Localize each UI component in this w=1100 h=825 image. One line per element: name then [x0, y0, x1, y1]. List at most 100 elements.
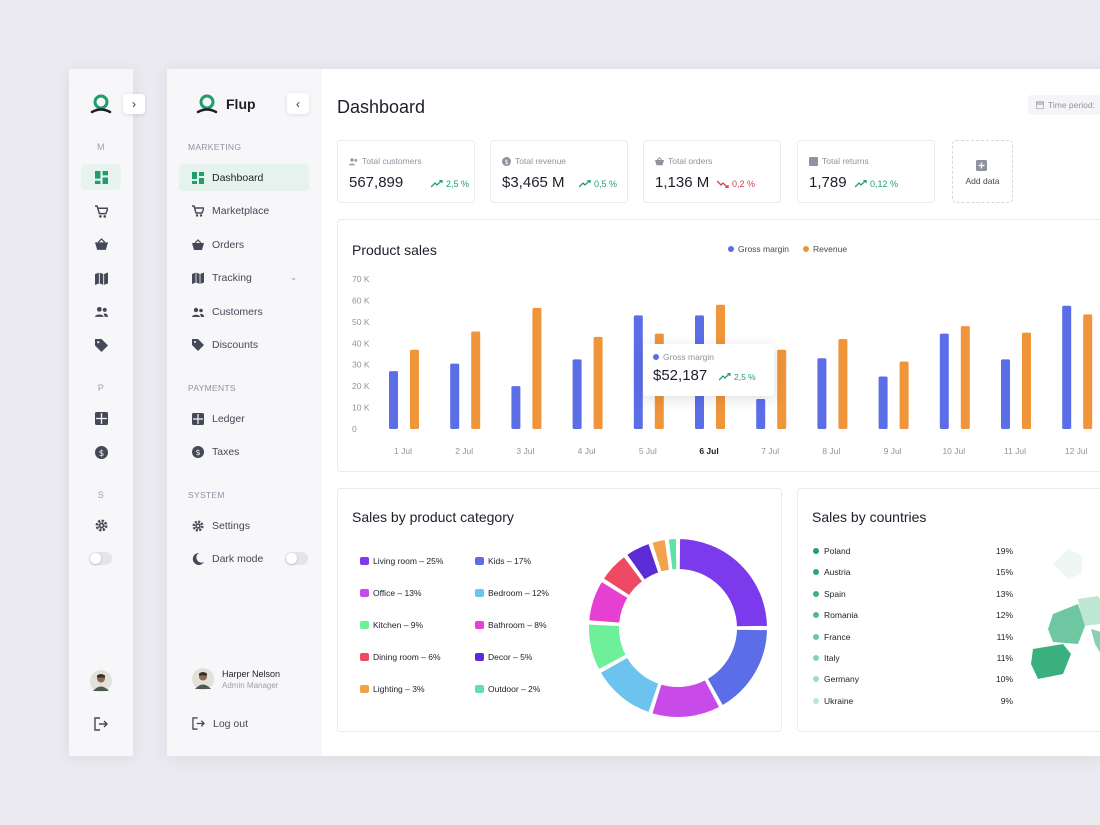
bar-revenue[interactable]: [410, 349, 419, 429]
category-legend-item[interactable]: Bathroom – 8%: [475, 620, 547, 630]
sidebar-item-discounts[interactable]: Discounts: [179, 331, 309, 358]
tooltip-value: $52,187: [653, 367, 708, 384]
legend-item-revenue[interactable]: Revenue: [803, 244, 847, 254]
bar-revenue[interactable]: [777, 349, 787, 429]
sidebar-item-settings[interactable]: Settings: [179, 512, 309, 539]
donut-slice[interactable]: [625, 541, 661, 582]
bar-gross-margin[interactable]: [1062, 305, 1072, 429]
bar-revenue[interactable]: [899, 361, 909, 430]
bar-revenue[interactable]: [1022, 332, 1031, 429]
donut-slice[interactable]: [601, 554, 645, 598]
bar-gross-margin[interactable]: [511, 386, 521, 429]
category-legend-item[interactable]: Office – 13%: [360, 588, 422, 598]
bar-gross-margin[interactable]: [756, 399, 766, 429]
mini-item-tracking[interactable]: [81, 265, 121, 291]
category-label: Lighting – 3%: [373, 684, 425, 694]
category-legend-item[interactable]: Decor – 5%: [475, 652, 532, 662]
category-icon: [475, 653, 484, 661]
country-row[interactable]: Ukraine 9%: [813, 691, 1013, 711]
kpi-card-orders[interactable]: Total orders 1,136 M 0,2 %: [643, 140, 781, 203]
bar-revenue[interactable]: [960, 326, 970, 429]
logout-icon[interactable]: [94, 717, 108, 731]
donut-slice[interactable]: [650, 678, 722, 719]
avatar[interactable]: [90, 670, 112, 692]
donut-slice[interactable]: [587, 622, 628, 672]
category-legend-item[interactable]: Bedroom – 12%: [475, 588, 549, 598]
donut-slice[interactable]: [705, 627, 769, 708]
country-row[interactable]: Germany 10%: [813, 669, 1013, 689]
sidebar-item-ledger[interactable]: Ledger: [179, 405, 309, 432]
time-period-select[interactable]: Time period:: [1028, 95, 1100, 115]
country-dot: [813, 633, 819, 640]
donut-slice[interactable]: [677, 537, 769, 629]
mini-item-discounts[interactable]: [81, 332, 121, 358]
kpi-card-revenue[interactable]: $ Total revenue $3,465 M 0,5 %: [490, 140, 628, 203]
add-data-button[interactable]: Add data: [952, 140, 1013, 203]
country-row[interactable]: Italy 11%: [813, 648, 1013, 668]
mini-item-marketplace[interactable]: [81, 198, 121, 224]
bar-revenue[interactable]: [593, 336, 603, 429]
category-legend-item[interactable]: Kids – 17%: [475, 556, 531, 566]
bar-gross-margin[interactable]: [389, 371, 398, 429]
bar-gross-margin[interactable]: [633, 315, 643, 429]
mini-item-orders[interactable]: [81, 231, 121, 257]
sidebar-item-dark-mode[interactable]: Dark mode: [179, 545, 309, 572]
bar-gross-margin[interactable]: [939, 333, 949, 429]
mini-item-settings[interactable]: [81, 512, 121, 538]
kpi-card-returns[interactable]: Total returns 1,789 0,12 %: [797, 140, 935, 203]
category-legend-item[interactable]: Living room – 25%: [360, 556, 443, 566]
category-card-title: Sales by product category: [352, 509, 514, 525]
main-content: Dashboard Time period: Total customers 5…: [322, 69, 1100, 756]
logout-button[interactable]: Log out: [192, 717, 248, 730]
sidebar-item-tracking[interactable]: Tracking ⌄: [179, 264, 309, 291]
category-legend-item[interactable]: Outdoor – 2%: [475, 684, 540, 694]
mini-item-taxes[interactable]: $: [81, 439, 121, 465]
country-name: Germany: [824, 674, 859, 685]
bar-revenue[interactable]: [838, 339, 848, 429]
country-row[interactable]: Romania 12%: [813, 605, 1013, 625]
brand[interactable]: Flup: [196, 93, 256, 115]
bar-gross-margin[interactable]: [1001, 359, 1010, 429]
donut-slice[interactable]: [587, 579, 630, 625]
mini-dark-mode-toggle[interactable]: [89, 552, 112, 565]
sidebar-item-orders[interactable]: Orders: [179, 231, 309, 258]
sidebar-item-customers[interactable]: Customers: [179, 298, 309, 325]
bar-revenue[interactable]: [471, 331, 481, 430]
bar-gross-margin[interactable]: [878, 376, 888, 430]
sidebar-item-marketplace[interactable]: Marketplace: [179, 197, 309, 224]
country-row[interactable]: Austria 15%: [813, 562, 1013, 582]
sidebar-item-taxes[interactable]: $ Taxes: [179, 438, 309, 465]
add-data-label: Add data: [965, 175, 1000, 186]
flup-logo-icon[interactable]: [90, 93, 112, 115]
mini-item-dashboard[interactable]: [81, 164, 121, 190]
collapse-sidebar-button[interactable]: ‹: [287, 93, 309, 114]
bar-gross-margin[interactable]: [450, 363, 460, 429]
europe-map[interactable]: [1023, 544, 1100, 694]
mini-item-customers[interactable]: [81, 298, 121, 324]
bar-revenue[interactable]: [1083, 314, 1093, 429]
donut-slice[interactable]: [666, 537, 679, 572]
bar-gross-margin[interactable]: [817, 358, 827, 429]
mini-item-ledger[interactable]: [81, 405, 121, 431]
country-name: Spain: [824, 588, 846, 599]
country-row[interactable]: Spain 13%: [813, 584, 1013, 604]
kpi-card-customers[interactable]: Total customers 567,899 2,5 %: [337, 140, 475, 203]
sidebar-item-dashboard[interactable]: Dashboard: [179, 164, 309, 191]
category-legend-item[interactable]: Lighting – 3%: [360, 684, 425, 694]
category-icon: [475, 557, 484, 565]
category-legend-item[interactable]: Kitchen – 9%: [360, 620, 423, 630]
country-percent: 9%: [1000, 695, 1013, 706]
bar-revenue[interactable]: [532, 307, 542, 429]
donut-slice[interactable]: [650, 537, 672, 574]
dark-mode-toggle[interactable]: [285, 552, 308, 565]
country-row[interactable]: France 11%: [813, 627, 1013, 647]
bar-gross-margin[interactable]: [572, 359, 582, 429]
user-profile[interactable]: Harper Nelson Admin Manager: [192, 668, 280, 690]
legend-item-gross-margin[interactable]: Gross margin: [728, 244, 789, 254]
donut-slice[interactable]: [598, 655, 661, 715]
category-legend-item[interactable]: Dining room – 6%: [360, 652, 441, 662]
sidebar-item-label: Dashboard: [212, 171, 264, 184]
expand-sidebar-button[interactable]: ›: [123, 94, 145, 114]
country-row[interactable]: Poland 19%: [813, 541, 1013, 561]
chevron-down-icon[interactable]: ⌄: [290, 273, 297, 282]
